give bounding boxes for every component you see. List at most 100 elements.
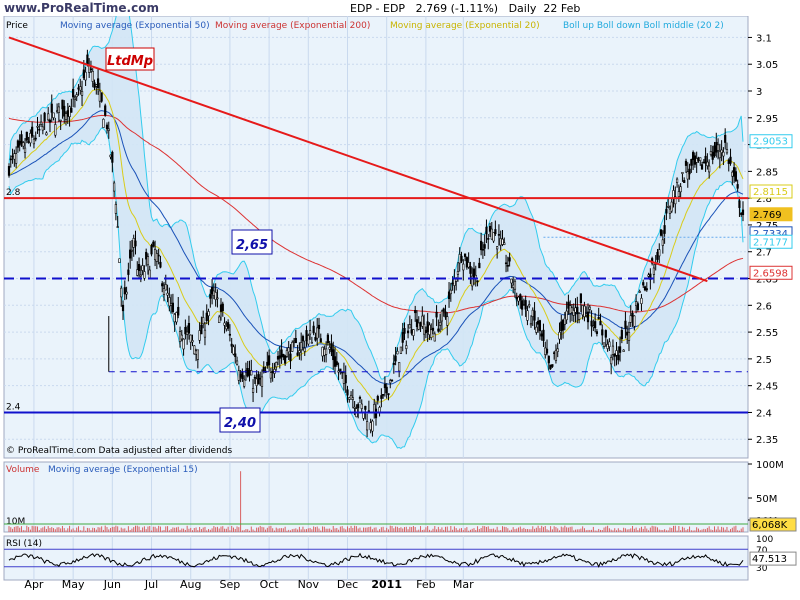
candle-body [722, 151, 725, 157]
x-tick-label: Aug [180, 578, 201, 591]
candle-body [310, 341, 313, 344]
candle-body [515, 296, 518, 300]
candle-body [232, 346, 235, 355]
candle-body [269, 372, 272, 379]
candle-body [638, 291, 641, 293]
candle-body [460, 255, 463, 262]
candle-body [574, 307, 577, 313]
price-tag-label: 2.7177 [753, 237, 788, 248]
instrument: EDP - EDP [350, 2, 406, 15]
candle-body [533, 310, 536, 321]
rsi-panel [3, 535, 749, 581]
x-tick-label: May [62, 578, 85, 591]
candle-body [20, 134, 23, 144]
candle-body [597, 317, 600, 320]
candle-body [738, 200, 741, 208]
candle-body [348, 397, 351, 400]
candle-body [161, 283, 164, 287]
candle-body [227, 322, 230, 329]
candle-body [383, 383, 387, 389]
candle-body [193, 345, 196, 355]
rsi-tick-label: 30 [756, 564, 768, 574]
legend-entry: Boll up Boll down Boll middle (20 2) [563, 21, 724, 31]
ema20-line [8, 88, 744, 403]
period: Daily [508, 2, 537, 15]
candle-body [221, 303, 224, 312]
candle-body [618, 346, 622, 353]
candle-body [237, 370, 240, 381]
candle-body [485, 226, 488, 235]
candle-body [424, 329, 427, 333]
candle-body [513, 280, 517, 290]
candle-body [390, 379, 394, 382]
candle-body [246, 368, 249, 377]
candle-body [23, 147, 27, 153]
candle-body [620, 330, 623, 339]
candle-body [693, 155, 696, 165]
volume-10m-label: 10M [6, 517, 25, 527]
candle-body [476, 280, 479, 283]
candle-body [647, 274, 650, 277]
rsi-last-label: 47.513 [752, 554, 787, 565]
candle-body [410, 329, 413, 334]
candle-body [280, 349, 283, 358]
candle-body [658, 249, 661, 257]
candle-body [152, 241, 155, 247]
candle-body [180, 334, 183, 340]
candle-body [182, 338, 185, 350]
candle-body [572, 310, 575, 316]
candle-body [463, 253, 467, 257]
bollinger-lower-line [8, 127, 744, 449]
candle-body [259, 377, 262, 380]
candle-body [592, 325, 595, 328]
candle-body [590, 320, 593, 327]
candle-body [385, 386, 388, 394]
candle-body [626, 331, 629, 336]
y-tick-label: 2.8 [756, 194, 772, 205]
candle-body [633, 315, 636, 327]
candle-body [102, 118, 105, 128]
candle-body [113, 182, 116, 192]
candle-body [672, 190, 675, 199]
candle-body [540, 333, 543, 337]
candle-body [52, 112, 55, 119]
candle-body [713, 145, 716, 156]
candle-body [136, 269, 139, 276]
candle-body [41, 126, 44, 131]
candle-body [82, 69, 85, 79]
candle-body [716, 144, 720, 151]
candle-body [380, 395, 383, 399]
price-tag-label: 2.8115 [753, 187, 788, 198]
candle-body [164, 284, 167, 291]
candle-body [11, 155, 14, 158]
candle-body [378, 407, 381, 413]
candle-body [467, 262, 470, 268]
y-tick-label: 3.05 [756, 60, 778, 71]
candle-body [665, 208, 668, 214]
candle-body [230, 343, 233, 347]
y-tick-label: 2.55 [756, 328, 778, 339]
candle-body [218, 316, 221, 323]
candle-body [487, 238, 490, 240]
candle-body [549, 364, 552, 369]
candle-body [481, 248, 484, 251]
site-logo[interactable]: www.ProRealTime.com [4, 1, 159, 15]
candle-body [168, 297, 171, 307]
candle-body [287, 347, 290, 353]
candle-body [594, 321, 597, 329]
candle-body [150, 245, 153, 255]
candle-body [439, 322, 442, 326]
price-tag [749, 234, 793, 249]
volume-tick-label: 50M [756, 494, 777, 505]
candle-body [554, 350, 558, 361]
candle-body [504, 262, 508, 265]
candle-body [652, 267, 656, 275]
candle-body [561, 319, 565, 331]
candle-body [210, 286, 214, 295]
price-tag-label: 2.9053 [753, 137, 788, 148]
candle-body [681, 171, 684, 174]
candle-body [537, 320, 540, 325]
candle-body [209, 294, 212, 299]
candle-body [349, 394, 353, 400]
y-tick-label: 2.35 [756, 435, 778, 446]
